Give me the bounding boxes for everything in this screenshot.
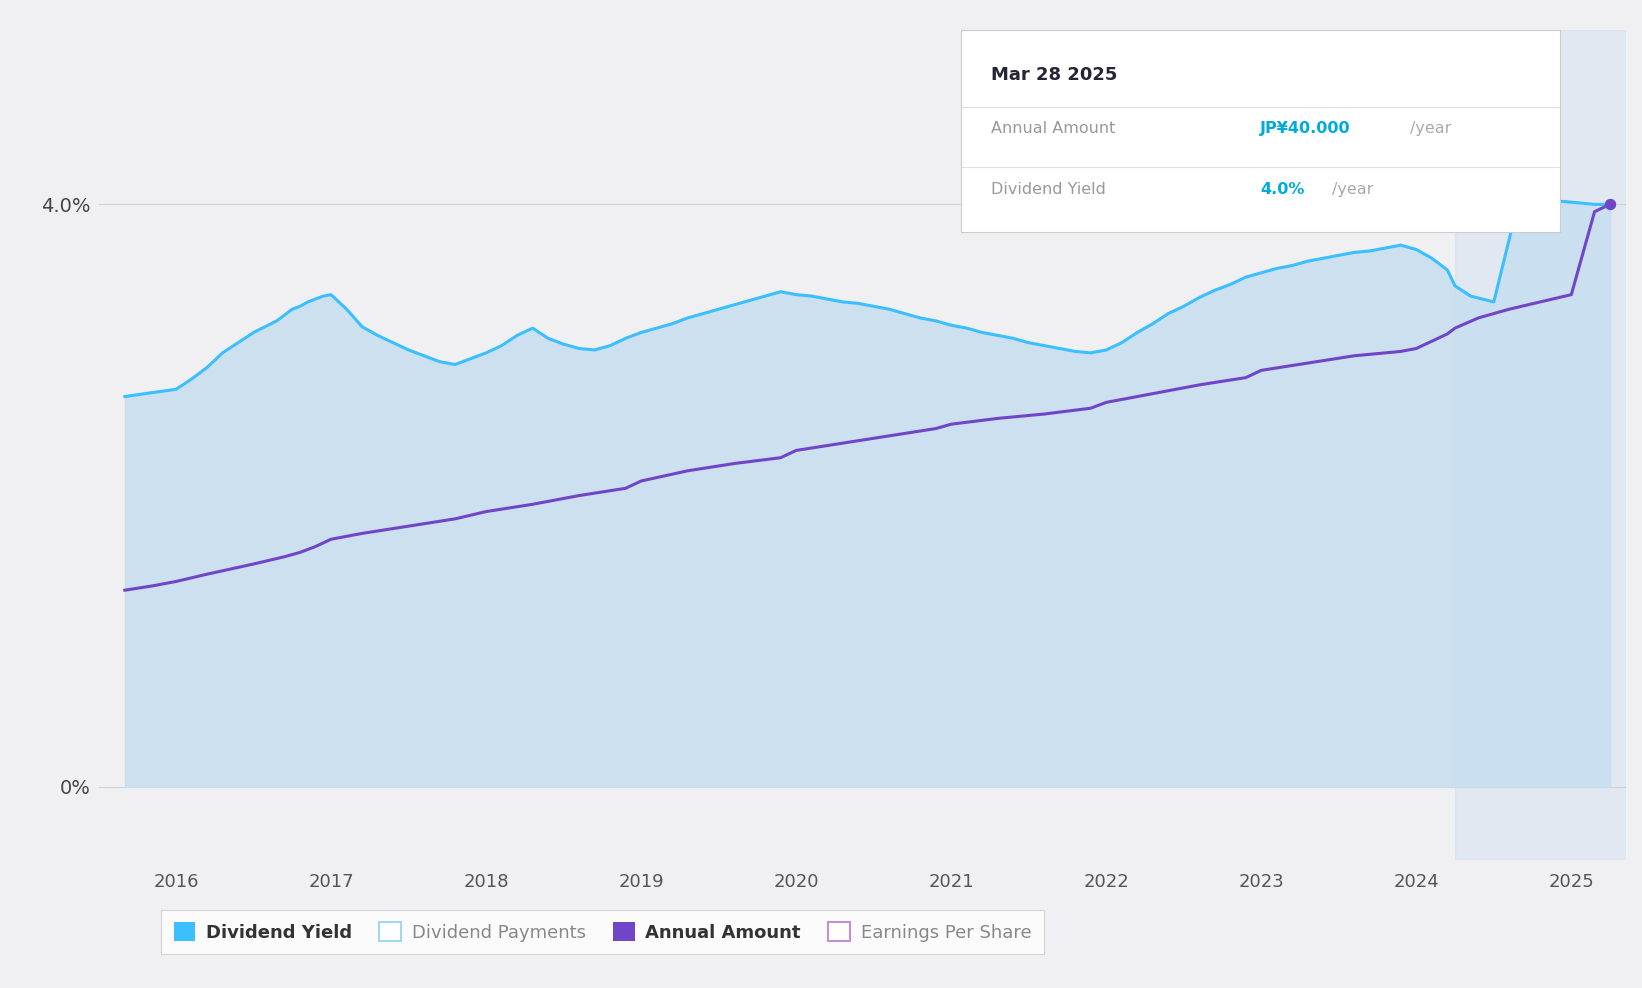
Point <box>1598 197 1624 212</box>
Text: Past: Past <box>1468 183 1502 201</box>
Legend: Dividend Yield, Dividend Payments, Annual Amount, Earnings Per Share: Dividend Yield, Dividend Payments, Annua… <box>161 910 1044 954</box>
Point <box>1598 197 1624 212</box>
Text: Dividend Yield: Dividend Yield <box>990 182 1105 197</box>
Text: Annual Amount: Annual Amount <box>990 121 1115 135</box>
Text: /year: /year <box>1332 182 1373 197</box>
Text: /year: /year <box>1410 121 1452 135</box>
Text: JP¥40.000: JP¥40.000 <box>1261 121 1351 135</box>
Bar <box>1455 30 1626 860</box>
Text: Mar 28 2025: Mar 28 2025 <box>990 66 1117 84</box>
Text: 4.0%: 4.0% <box>1261 182 1305 197</box>
